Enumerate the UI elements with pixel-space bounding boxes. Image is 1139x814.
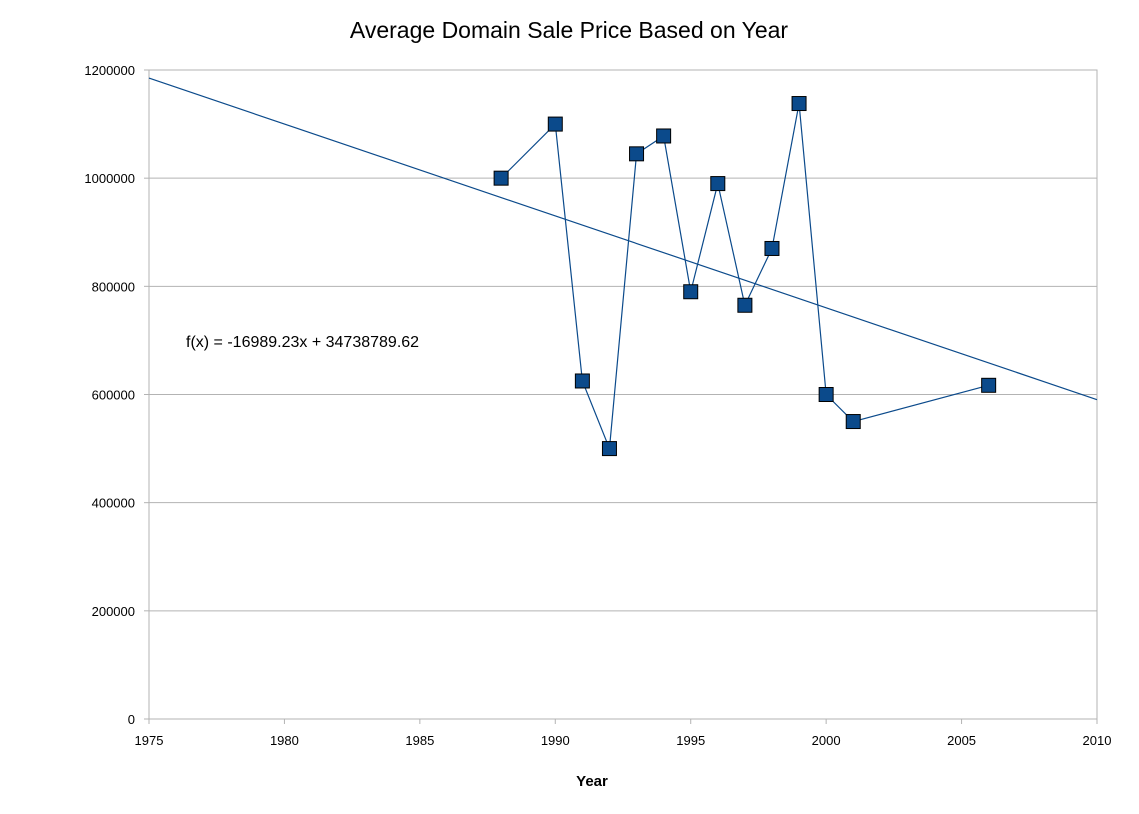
x-tick-label: 2010 bbox=[1083, 733, 1112, 748]
data-point-marker bbox=[683, 284, 699, 300]
x-axis-ticks: 1975 1980 1985 1990 1995 2000 2005 2010 bbox=[135, 719, 1112, 748]
x-tick-label: 1980 bbox=[270, 733, 299, 748]
x-tick-label: 1985 bbox=[405, 733, 434, 748]
trendline-layer bbox=[148, 77, 1098, 401]
x-tick-label: 2005 bbox=[947, 733, 976, 748]
y-tick-label: 400000 bbox=[92, 496, 135, 511]
y-tick-label: 1000000 bbox=[84, 171, 135, 186]
trendline bbox=[148, 77, 1098, 401]
x-axis-title: Year bbox=[576, 773, 608, 790]
y-tick-label: 1200000 bbox=[84, 63, 135, 78]
y-axis-ticks: 0 200000 400000 600000 800000 1000000 1200000 bbox=[84, 63, 149, 727]
data-point-marker bbox=[629, 146, 645, 162]
data-point-marker bbox=[845, 414, 861, 430]
x-tick-label: 1990 bbox=[541, 733, 570, 748]
x-tick-label: 1995 bbox=[676, 733, 705, 748]
grid-lines bbox=[149, 177, 1097, 612]
data-point-marker bbox=[656, 128, 672, 144]
x-tick-label: 1975 bbox=[135, 733, 164, 748]
y-tick-label: 200000 bbox=[92, 604, 135, 619]
data-point-marker bbox=[764, 240, 780, 256]
data-point-marker bbox=[981, 377, 997, 393]
data-point-marker bbox=[601, 441, 617, 457]
data-point-marker bbox=[818, 387, 834, 402]
series-layer bbox=[493, 96, 997, 457]
y-tick-label: 800000 bbox=[92, 279, 135, 294]
y-tick-label: 0 bbox=[128, 712, 135, 727]
data-point-marker bbox=[791, 96, 807, 112]
x-tick-label: 2000 bbox=[812, 733, 841, 748]
data-point-marker bbox=[737, 297, 753, 313]
trendline-equation: f(x) = -16989.23x + 34738789.62 bbox=[186, 334, 419, 351]
data-point-marker bbox=[493, 170, 509, 186]
data-point-marker bbox=[547, 116, 563, 132]
chart-title: Average Domain Sale Price Based on Year bbox=[350, 17, 788, 43]
y-tick-label: 600000 bbox=[92, 388, 135, 403]
data-point-marker bbox=[574, 373, 590, 389]
series-line bbox=[500, 103, 989, 449]
data-point-marker bbox=[710, 176, 726, 192]
